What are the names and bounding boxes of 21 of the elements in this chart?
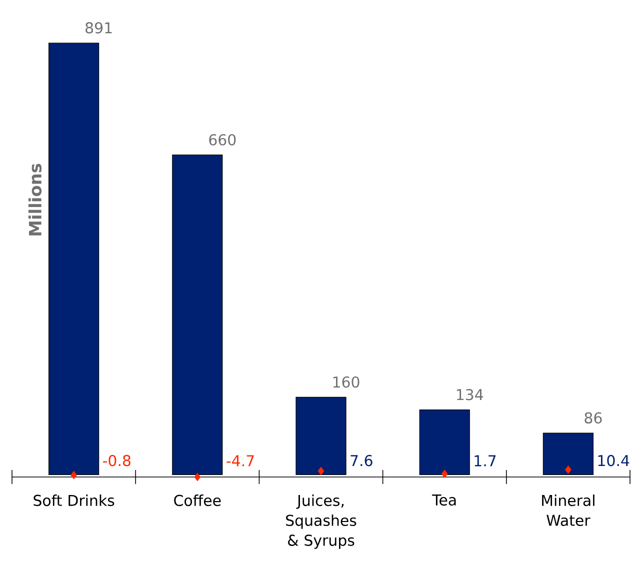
point <box>441 470 448 478</box>
data-label: -0.8 <box>103 454 130 466</box>
point <box>318 466 324 476</box>
data-label: 7.6 <box>350 454 372 466</box>
data-label: -4.7 <box>226 455 254 466</box>
data-label: 660 <box>209 134 236 146</box>
x-tick-label: Soft Drinks <box>34 494 114 506</box>
x-tick-label: Coffee <box>174 494 221 506</box>
data-label: 891 <box>86 22 112 34</box>
x-tick-label: Tea <box>432 494 456 506</box>
y-axis-title: Millions <box>28 164 42 236</box>
point <box>565 465 572 474</box>
data-label: 86 <box>584 412 602 424</box>
data-label: 1.7 <box>474 455 496 466</box>
point <box>194 472 201 482</box>
x-tick-label: Mineral Water <box>542 494 594 526</box>
point <box>70 470 77 480</box>
data-label: 10.4 <box>598 454 630 466</box>
x-tick-label: Juices, Squashes & Syrups <box>286 494 356 549</box>
data-label: 160 <box>333 376 360 388</box>
data-label: 134 <box>456 388 484 400</box>
